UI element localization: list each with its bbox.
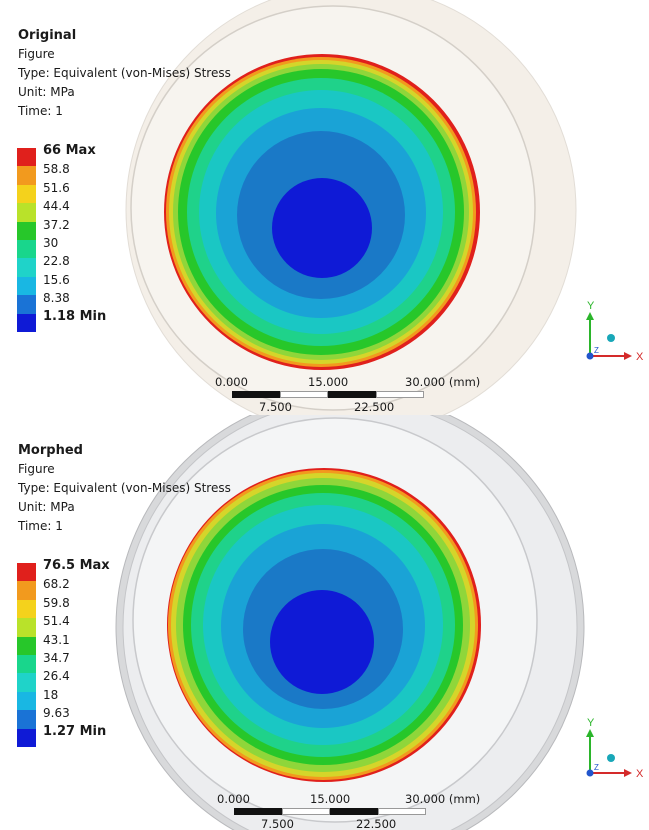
legend-swatch xyxy=(17,710,36,729)
result-unit: Unit: MPa xyxy=(18,500,75,514)
scale-segment xyxy=(328,391,376,398)
legend-label: 8.38 xyxy=(43,291,70,306)
scale-label: 22.500 xyxy=(354,400,395,414)
result-info: Original Figure Type: Equivalent (von-Mi… xyxy=(18,26,231,121)
isometric-view-ball-icon[interactable] xyxy=(607,754,615,762)
legend-swatch xyxy=(17,691,36,711)
legend-min-label: 1.27 Min xyxy=(43,723,107,739)
result-type: Type: Equivalent (von-Mises) Stress xyxy=(18,66,231,80)
legend-label: 15.6 xyxy=(43,272,70,287)
legend-swatch xyxy=(17,166,36,185)
result-type: Type: Equivalent (von-Mises) Stress xyxy=(18,481,231,495)
z-axis-label: Z xyxy=(594,346,599,355)
legend-label: 51.6 xyxy=(43,180,70,195)
legend-swatch xyxy=(17,618,36,637)
legend-labels: 76.5 Max 68.2 59.8 51.4 43.1 34.7 26.4 1… xyxy=(43,557,110,741)
scale-label: 0.000 xyxy=(217,792,250,806)
legend-label: 43.1 xyxy=(43,632,70,647)
z-axis-label: Z xyxy=(594,763,599,772)
scale-segment xyxy=(282,808,330,815)
result-time: Time: 1 xyxy=(18,104,63,118)
result-info: Morphed Figure Type: Equivalent (von-Mis… xyxy=(18,441,231,536)
legend-labels: 66 Max 58.8 51.6 44.4 37.2 30 22.8 15.6 … xyxy=(43,142,106,326)
object-name: Figure xyxy=(18,47,55,61)
z-axis-dot xyxy=(586,352,594,360)
x-axis-arrow xyxy=(624,769,632,777)
legend-swatch xyxy=(17,636,36,655)
legend-label: 34.7 xyxy=(43,651,70,666)
legend-colorbar xyxy=(17,563,36,747)
legend-colorbar xyxy=(17,148,36,332)
panel-title: Morphed xyxy=(18,443,83,458)
legend-max-label: 76.5 Max xyxy=(43,558,110,573)
scale-label: 30.000 (mm) xyxy=(405,792,481,806)
scale-bar: 0.000 15.000 30.000 (mm) 7.500 22.500 xyxy=(215,790,495,830)
y-axis-arrow xyxy=(586,729,594,737)
scale-segment xyxy=(330,808,378,815)
legend-label: 9.63 xyxy=(43,706,70,721)
scale-label: 15.000 xyxy=(308,375,349,389)
scale-label: 7.500 xyxy=(259,400,292,414)
scale-label: 30.000 (mm) xyxy=(405,375,481,389)
legend-swatch xyxy=(17,599,36,619)
result-unit: Unit: MPa xyxy=(18,85,75,99)
panel-morphed: Morphed Figure Type: Equivalent (von-Mis… xyxy=(0,415,649,830)
scale-label: 15.000 xyxy=(310,792,351,806)
scale-label: 22.500 xyxy=(356,817,397,830)
legend-min-label: 1.18 Min xyxy=(43,308,107,324)
scale-segment xyxy=(378,808,426,815)
object-name: Figure xyxy=(18,462,55,476)
x-axis-label: X xyxy=(636,351,644,363)
legend-swatch xyxy=(17,184,36,204)
scale-segment xyxy=(234,808,282,815)
panel-title: Original xyxy=(18,28,77,43)
x-axis-arrow xyxy=(624,352,632,360)
legend-label: 22.8 xyxy=(43,254,70,269)
panel-original: Original Figure Type: Equivalent (von-Mi… xyxy=(0,0,649,415)
y-axis-arrow xyxy=(586,312,594,320)
model-viewport[interactable] xyxy=(0,415,649,830)
legend-swatch xyxy=(17,581,36,600)
legend-label: 37.2 xyxy=(43,217,70,232)
legend-label: 44.4 xyxy=(43,199,70,214)
legend-swatch xyxy=(17,148,36,167)
legend-max-label: 66 Max xyxy=(43,143,96,158)
legend-swatch xyxy=(17,728,36,747)
legend-label: 68.2 xyxy=(43,577,70,592)
model-viewport[interactable] xyxy=(0,0,649,415)
axis-triad[interactable]: Y X Z xyxy=(578,715,648,785)
legend-swatch xyxy=(17,258,36,277)
isometric-view-ball-icon[interactable] xyxy=(607,334,615,342)
legend-swatch xyxy=(17,295,36,314)
legend-label: 59.8 xyxy=(43,595,70,610)
legend-swatch xyxy=(17,673,36,692)
x-axis-label: X xyxy=(636,768,644,780)
legend-swatch xyxy=(17,563,36,582)
axis-triad[interactable]: Y X Z xyxy=(578,298,648,368)
scale-segment xyxy=(376,391,424,398)
legend-label: 30 xyxy=(43,236,59,251)
z-axis-dot xyxy=(586,769,594,777)
scale-segment xyxy=(280,391,328,398)
legend-label: 26.4 xyxy=(43,669,70,684)
legend-swatch xyxy=(17,203,36,222)
scale-label: 0.000 xyxy=(215,375,248,389)
legend-swatch xyxy=(17,313,36,332)
legend-label: 18 xyxy=(43,687,59,702)
y-axis-label: Y xyxy=(587,300,595,312)
result-time: Time: 1 xyxy=(18,519,63,533)
scale-label: 7.500 xyxy=(261,817,294,830)
legend-label: 58.8 xyxy=(43,162,70,177)
stress-contour xyxy=(167,468,481,782)
stress-contour xyxy=(164,54,480,370)
legend-label: 51.4 xyxy=(43,614,70,629)
legend-swatch xyxy=(17,276,36,296)
legend-swatch xyxy=(17,221,36,240)
legend-swatch xyxy=(17,654,36,674)
y-axis-label: Y xyxy=(587,717,595,729)
scale-bar: 0.000 15.000 30.000 (mm) 7.500 22.500 xyxy=(215,373,495,414)
scale-segment xyxy=(232,391,280,398)
legend-swatch xyxy=(17,239,36,259)
